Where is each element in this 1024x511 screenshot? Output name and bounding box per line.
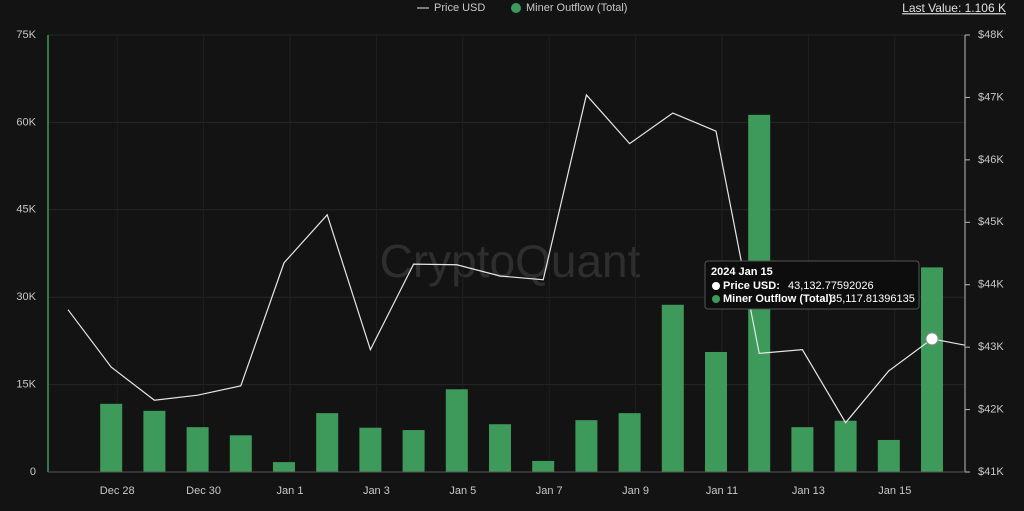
x-tick-label: Jan 5	[449, 485, 476, 497]
tooltip-label: Miner Outflow (Total):	[723, 293, 836, 305]
bar	[186, 427, 209, 472]
x-tick-label: Jan 13	[792, 485, 825, 497]
watermark: CryptoQuant	[380, 235, 641, 287]
bar	[661, 304, 684, 472]
x-tick-label: Jan 9	[622, 485, 649, 497]
tooltip: 2024 Jan 15 Price USD: 43,132.77592026Mine…	[704, 260, 920, 310]
y-tick-label: 30K	[16, 291, 36, 303]
bar	[489, 424, 511, 472]
x-tick-label: Jan 15	[878, 485, 911, 497]
legend-label[interactable]: Price USD	[434, 2, 485, 14]
y-tick-label: 0	[30, 466, 36, 478]
bar	[359, 427, 382, 472]
x-tick-label: Dec 30	[186, 485, 221, 497]
bar	[834, 420, 857, 472]
bar	[100, 403, 123, 472]
y-tick-label: 60K	[16, 116, 36, 128]
bar	[575, 420, 598, 472]
hover-marker	[925, 332, 939, 346]
tooltip-label: Price USD:	[723, 280, 780, 292]
x-tick-label: Jan 1	[277, 485, 304, 497]
tooltip-title: 2024 Jan 15	[711, 266, 773, 278]
tooltip-value: 43,132.77592026	[788, 280, 874, 292]
y2-tick-label: $45K	[978, 216, 1004, 228]
y2-tick-label: $47K	[978, 91, 1004, 103]
x-tick-label: Dec 28	[100, 485, 135, 497]
last-value[interactable]: Last Value: 1.106 K	[902, 1, 1006, 15]
y-tick-label: 75K	[16, 29, 36, 41]
bar	[791, 427, 814, 472]
bar	[273, 462, 295, 472]
bar	[143, 410, 166, 472]
y2-tick-label: $41K	[978, 466, 1004, 478]
tooltip-dot	[712, 295, 720, 303]
bar	[445, 389, 468, 472]
tooltip-value: 35,117.81396135	[830, 293, 915, 305]
bar	[316, 413, 339, 472]
bar	[618, 413, 641, 472]
y2-tick-label: $43K	[978, 341, 1004, 353]
price-line	[67, 93, 965, 424]
bar	[532, 460, 555, 472]
bar	[229, 435, 252, 472]
y-tick-label: 15K	[16, 379, 36, 391]
x-tick-label: Jan 11	[706, 485, 738, 497]
bar	[705, 351, 727, 472]
y2-tick-label: $48K	[978, 29, 1004, 41]
bar	[877, 439, 900, 472]
tooltip-box	[704, 260, 920, 310]
y2-tick-label: $44K	[978, 279, 1004, 291]
y2-tick-label: $42K	[978, 403, 1004, 415]
legend-dot-icon	[511, 3, 521, 13]
tooltip-dot	[712, 282, 720, 290]
legend-label[interactable]: Miner Outflow (Total)	[526, 2, 627, 14]
bar	[921, 267, 943, 472]
y2-tick-label: $46K	[978, 154, 1004, 166]
y-tick-label: 45K	[16, 204, 36, 216]
plot	[48, 34, 965, 473]
x-tick-label: Jan 7	[536, 485, 563, 497]
bar	[402, 430, 425, 472]
x-tick-label: Jan 3	[363, 485, 390, 497]
